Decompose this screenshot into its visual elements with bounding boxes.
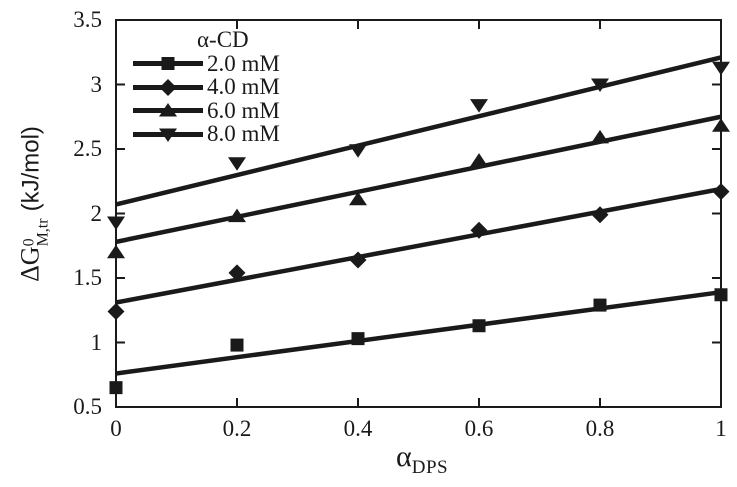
x-tick-label: 0.6 — [464, 416, 494, 441]
data-point-square — [593, 298, 607, 312]
data-point-diamond — [349, 251, 367, 269]
fit-line — [115, 186, 722, 305]
data-point-square — [351, 332, 365, 346]
data-point-square — [714, 288, 728, 302]
data-point-triangle-down — [470, 99, 488, 113]
data-point-triangle-down — [228, 157, 246, 171]
fit-line — [115, 55, 722, 207]
legend-entry: 8.0 mM — [133, 121, 280, 147]
data-point-triangle-up — [712, 118, 730, 132]
data-point-diamond — [228, 264, 246, 282]
data-point-triangle-down — [349, 144, 367, 158]
data-point-triangle-down — [712, 61, 730, 76]
triangle-up-marker-icon — [133, 103, 203, 117]
legend-title: α-CD — [197, 27, 249, 52]
data-point-diamond — [470, 221, 488, 239]
y-tick-label: 1 — [90, 329, 103, 355]
fit-line — [115, 289, 722, 376]
x-axis-symbol: α — [396, 440, 412, 473]
y-tick-label: 2.5 — [73, 136, 102, 161]
x-tick-label: 0 — [110, 416, 122, 441]
legend-entry-label: 8.0 mM — [207, 121, 280, 147]
data-point-square — [230, 338, 244, 352]
legend-entry-label: 4.0 mM — [207, 74, 280, 100]
x-tick-label: 0.2 — [222, 416, 252, 441]
data-point-triangle-up — [228, 208, 246, 223]
data-point-triangle-up — [470, 153, 488, 167]
data-point-square — [109, 381, 123, 395]
legend-entry: 4.0 mM — [133, 74, 280, 100]
square-marker-icon — [133, 57, 203, 71]
triangle-down-marker-icon — [133, 128, 203, 142]
x-tick-label: 0.8 — [585, 416, 615, 441]
legend-entry-label: 2.0 mM — [207, 50, 280, 76]
y-tick-label: 3 — [90, 71, 103, 97]
data-point-triangle-down — [591, 78, 609, 92]
x-tick-label: 1 — [715, 416, 727, 441]
legend-entry: 2.0 mM — [133, 50, 280, 76]
legend-entry: 6.0 mM — [133, 97, 280, 123]
x-axis-subscript: DPS — [411, 457, 449, 478]
y-tick-label: 2 — [90, 200, 103, 226]
diamond-marker-icon — [133, 78, 203, 96]
fit-line — [115, 114, 722, 245]
plot-frame — [115, 19, 722, 408]
data-point-diamond — [712, 183, 730, 201]
data-point-triangle-up — [349, 191, 367, 206]
y-tick-label: 0.5 — [73, 394, 102, 419]
x-axis-title: αDPS — [396, 441, 448, 484]
data-point-triangle-down — [107, 216, 125, 231]
data-point-diamond — [107, 303, 125, 321]
legend-entry-label: 6.0 mM — [207, 97, 280, 123]
data-point-triangle-up — [107, 244, 125, 259]
legend: α-CD 2.0 mM 4.0 mM 6.0 mM 8.0 mM — [133, 27, 280, 146]
x-tick-label: 0.4 — [343, 416, 373, 441]
data-point-square — [472, 319, 486, 333]
y-tick-label: 3.5 — [73, 7, 102, 32]
data-point-diamond — [591, 206, 609, 224]
y-tick-label: 1.5 — [73, 265, 102, 290]
data-point-triangle-up — [591, 129, 609, 144]
